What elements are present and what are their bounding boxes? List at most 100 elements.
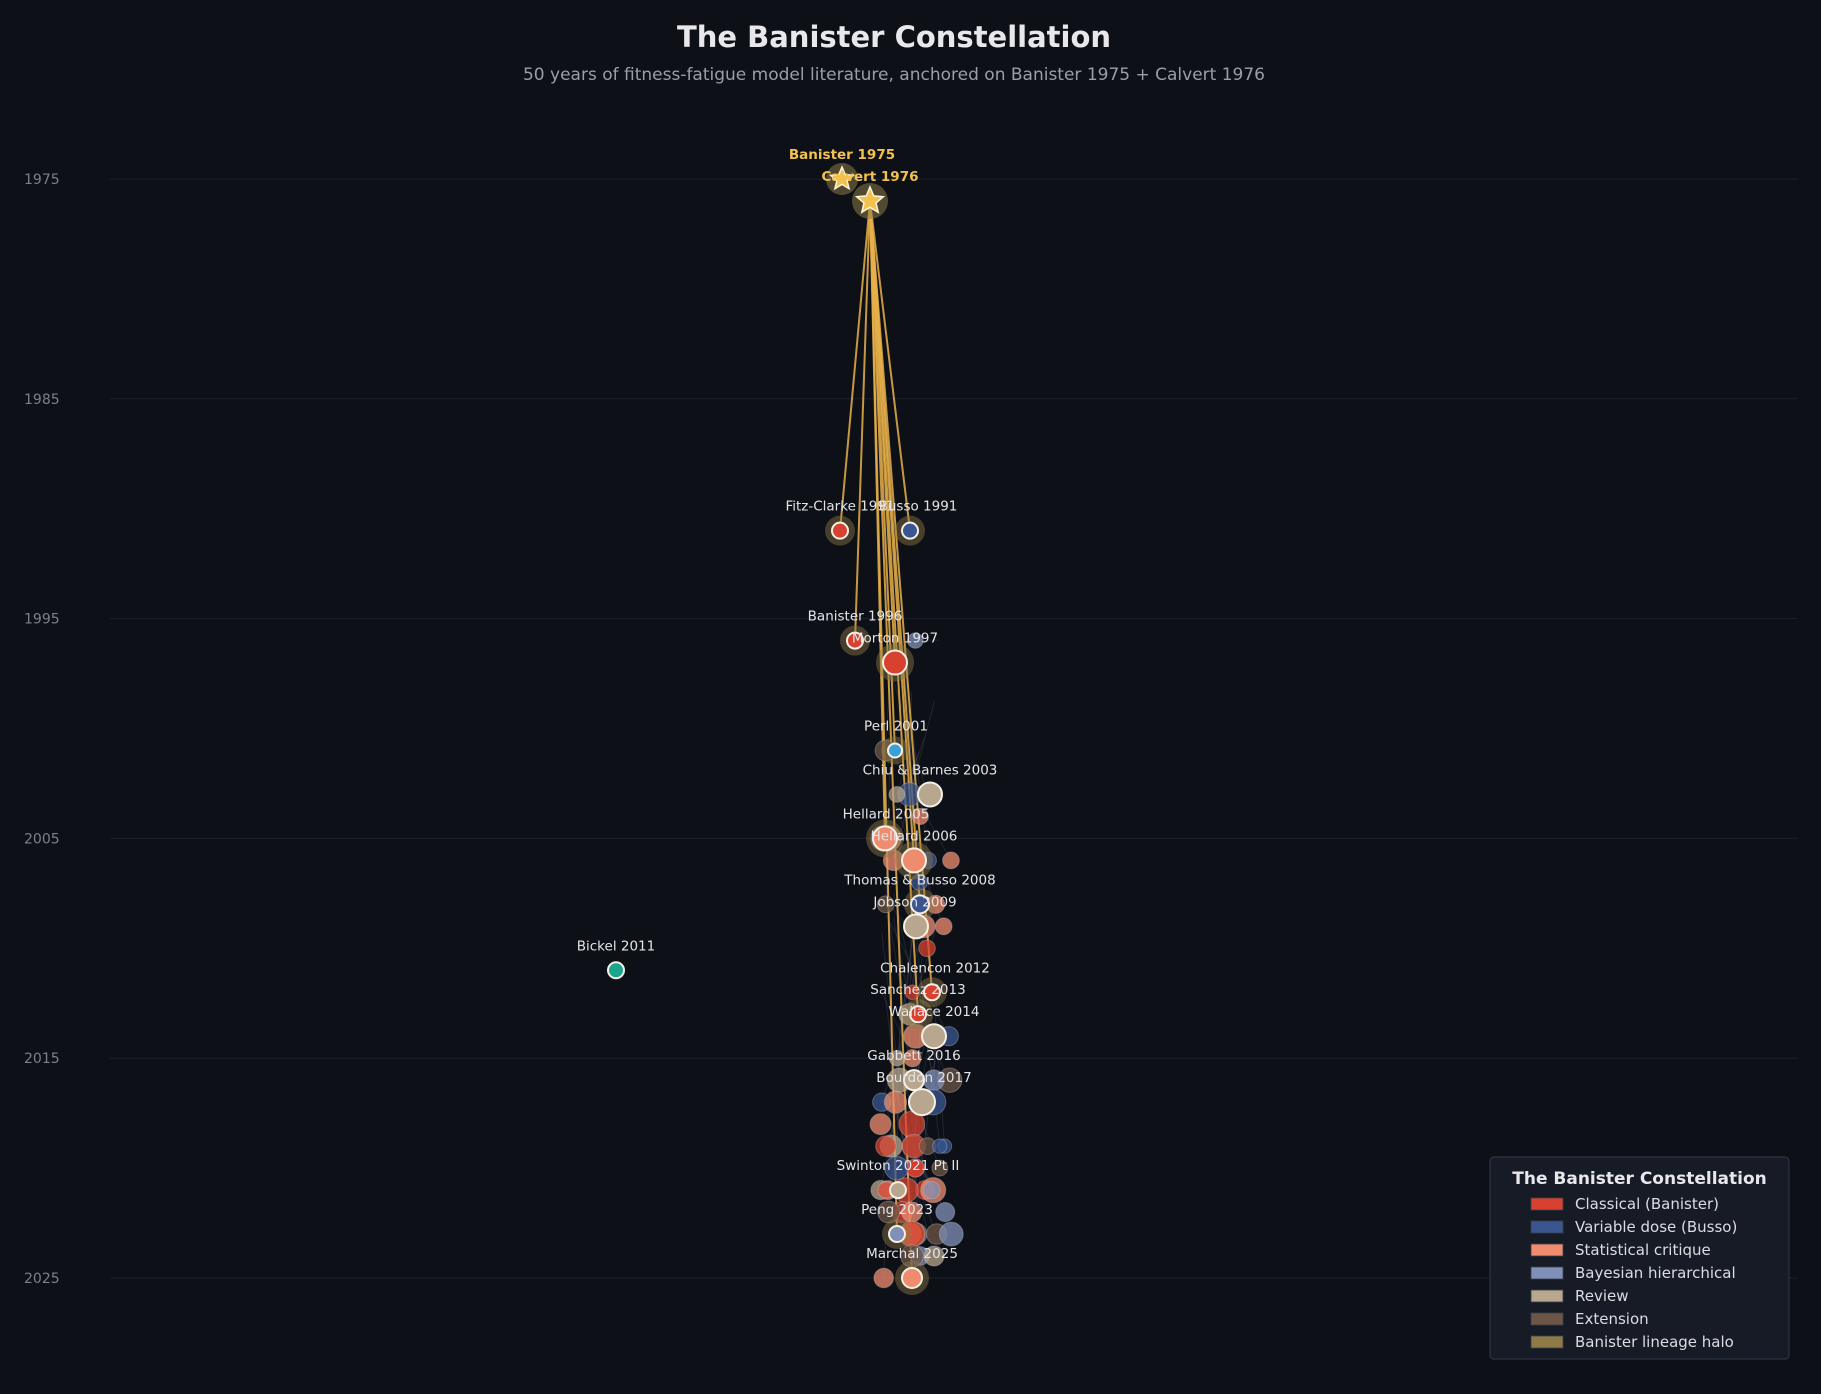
paper-node (922, 1180, 941, 1200)
paper-node (921, 1023, 947, 1050)
paper-node (908, 1088, 936, 1117)
paper-node (889, 1181, 907, 1200)
paper-node (887, 742, 903, 759)
y-tick-label: 1995 (24, 612, 60, 628)
paper-node (907, 632, 924, 649)
citation-edge (909, 691, 913, 795)
anchor-label: Calvert 1976 (822, 169, 919, 185)
paper-node (607, 961, 625, 980)
legend-swatch (1530, 1289, 1564, 1303)
legend-swatch (1530, 1220, 1564, 1234)
paper-node (901, 847, 927, 874)
paper-label: Bickel 2011 (577, 938, 655, 954)
paper-node (934, 917, 953, 936)
paper-label: Banister 1996 (808, 609, 903, 625)
legend-title: The Banister Constellation (1512, 1169, 1766, 1189)
y-tick-label: 1975 (24, 172, 60, 188)
paper-node (935, 1202, 956, 1223)
legend-swatch (1530, 1335, 1564, 1349)
citation-edge (912, 1031, 940, 1235)
paper-node (903, 1069, 925, 1092)
legend-item-label: Bayesian hierarchical (1575, 1264, 1736, 1282)
paper-node (846, 631, 864, 650)
legend-swatch (1530, 1266, 1564, 1280)
paper-node (923, 983, 941, 1002)
paper-node (888, 1225, 906, 1244)
paper-label: Peng 2023 (861, 1202, 933, 1218)
paper-node (831, 521, 849, 540)
paper-label: Jobson 2009 (872, 894, 956, 910)
paper-label: Swinton 2021 Pt II (837, 1158, 960, 1174)
paper-node (923, 1245, 945, 1267)
paper-node (882, 649, 908, 676)
paper-label: Hellard 2006 (871, 828, 958, 844)
citation-edge (896, 970, 951, 1081)
legend-item-label: Extension (1575, 1310, 1649, 1328)
y-tick-label: 2015 (24, 1051, 60, 1067)
paper-node (910, 894, 930, 915)
paper-node (931, 1159, 949, 1177)
anchor-star-icon (854, 185, 886, 214)
legend-item-label: Variable dose (Busso) (1575, 1218, 1737, 1236)
legend-item-label: Classical (Banister) (1575, 1195, 1719, 1213)
legend-item-label: Review (1575, 1287, 1629, 1305)
paper-node (888, 1049, 906, 1067)
citation-edge (885, 915, 950, 1037)
paper-node (904, 984, 921, 1001)
legend-swatch (1530, 1197, 1564, 1211)
paper-node (873, 1267, 895, 1289)
paper-label: Fitz-Clarke 1991 (785, 499, 894, 515)
legend-item-label: Statistical critique (1575, 1241, 1711, 1259)
paper-node (869, 1113, 892, 1136)
citation-edge (890, 751, 952, 861)
paper-node (901, 1267, 923, 1289)
paper-node (884, 1155, 909, 1181)
legend: The Banister Constellation Classical (Ban… (1489, 1156, 1790, 1360)
lineage-edge (839, 200, 871, 531)
paper-label: Marchal 2025 (866, 1246, 958, 1262)
paper-node (910, 873, 928, 891)
legend-box (1489, 1156, 1790, 1360)
lineage-edge (854, 200, 871, 641)
legend-item-label: Banister lineage halo (1575, 1333, 1734, 1351)
citation-edge (904, 663, 920, 883)
paper-node (883, 1090, 908, 1114)
paper-node (938, 1221, 964, 1247)
paper-label: Bourdon 2017 (876, 1070, 971, 1086)
paper-node (917, 781, 943, 808)
chart-title: The Banister Constellation (677, 20, 1111, 54)
paper-label: Hellard 2005 (843, 806, 930, 822)
chart-subtitle: 50 years of fitness-fatigue model litera… (523, 65, 1265, 85)
paper-node (918, 939, 936, 958)
paper-node (872, 825, 898, 852)
paper-label: Morton 1997 (852, 631, 938, 647)
paper-node (875, 1135, 897, 1157)
y-tick-label: 2005 (24, 831, 60, 847)
anchor-star-icon (828, 165, 856, 191)
paper-label: Gabbett 2016 (867, 1048, 960, 1064)
y-tick-label: 1985 (24, 392, 60, 408)
lineage-edge (869, 200, 911, 531)
paper-node (901, 521, 919, 540)
paper-label: Chiu & Barnes 2003 (863, 762, 998, 778)
paper-node (911, 807, 929, 825)
paper-label: Wallace 2014 (889, 1004, 980, 1020)
legend-swatch (1530, 1243, 1564, 1257)
legend-swatch (1530, 1312, 1564, 1326)
paper-label: Perl 2001 (864, 718, 928, 734)
paper-node (942, 851, 960, 870)
paper-node (909, 1005, 927, 1024)
anchor-label: Banister 1975 (789, 147, 895, 163)
paper-nodes (607, 163, 964, 1295)
paper-node (932, 1138, 948, 1154)
paper-node (876, 895, 895, 914)
lineage-edge (869, 200, 919, 1015)
grid-layer: 1975 1985 1995 2005 2015 2025 (24, 172, 1798, 1287)
citation-edge (881, 992, 913, 1059)
y-tick-label: 2025 (24, 1271, 60, 1287)
paper-node (877, 1200, 901, 1224)
paper-node (903, 913, 929, 940)
paper-node (888, 785, 906, 803)
